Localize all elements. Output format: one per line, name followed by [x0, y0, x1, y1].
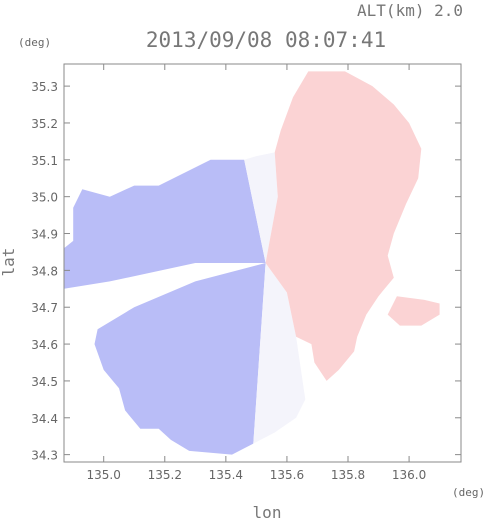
x-tick-label: 135.8: [331, 468, 365, 482]
velocity-region-negative-1: [94, 263, 266, 455]
y-unit-label: (deg): [18, 36, 51, 49]
axis-ticks: 135.0 135.2 135.4 135.6 135.8 136.0 34.3 34.4 34…: [31, 64, 461, 482]
x-tick-label: 135.2: [148, 468, 182, 482]
y-tick-label: 35.2: [31, 117, 58, 131]
y-tick-label: 34.6: [31, 338, 58, 352]
y-tick-label: 34.3: [31, 449, 58, 463]
y-axis-label: lat: [0, 248, 18, 277]
velocity-region-positive-5: [387, 296, 440, 326]
y-tick-label: 35.0: [31, 191, 58, 205]
chart-title: 2013/09/08 08:07:41: [146, 28, 386, 52]
velocity-region-positive-4: [265, 71, 422, 381]
velocity-region-negative-0: [64, 159, 266, 289]
y-tick-label: 35.3: [31, 80, 58, 94]
x-tick-label: 135.4: [209, 468, 243, 482]
y-tick-label: 34.7: [31, 301, 58, 315]
x-tick-label: 135.6: [270, 468, 304, 482]
x-tick-label: 136.0: [392, 468, 426, 482]
x-axis-label: lon: [253, 503, 282, 521]
velocity-region-near_zero-2: [244, 152, 278, 263]
plot-frame: [63, 63, 462, 463]
velocity-region-near_zero-3: [253, 263, 306, 444]
x-tick-label: 135.0: [87, 468, 121, 482]
velocity-field: [64, 71, 440, 455]
y-tick-label: 34.8: [31, 264, 58, 278]
x-unit-label: (deg): [452, 486, 485, 499]
y-tick-label: 34.5: [31, 375, 58, 389]
y-tick-label: 35.1: [31, 154, 58, 168]
y-tick-label: 34.9: [31, 228, 58, 242]
altitude-label: ALT(km) 2.0: [357, 1, 463, 20]
y-tick-label: 34.4: [31, 412, 58, 426]
